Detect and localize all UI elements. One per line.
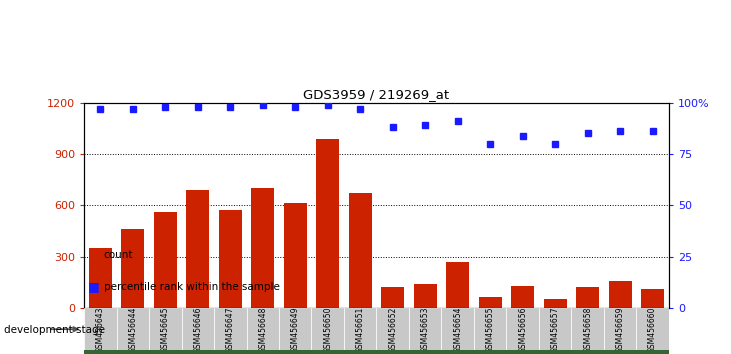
Bar (414, 284, 436, 308)
Text: GSM456650: GSM456650 (323, 307, 332, 353)
Bar (89, 248, 112, 308)
Bar (641, 289, 664, 308)
Text: GSM456645: GSM456645 (161, 307, 170, 353)
Bar (84, 308, 116, 352)
Bar (382, 287, 404, 308)
Bar (186, 190, 209, 308)
Text: GSM456656: GSM456656 (518, 307, 527, 353)
Bar (576, 287, 599, 308)
Bar (604, 308, 637, 352)
Bar (344, 308, 376, 352)
Bar (84, 350, 669, 354)
Text: GSM456651: GSM456651 (356, 307, 365, 353)
Text: GSM456647: GSM456647 (226, 307, 235, 353)
Bar (539, 308, 572, 352)
Text: GSM456649: GSM456649 (291, 307, 300, 353)
Bar (479, 297, 501, 308)
Bar (544, 299, 567, 308)
Bar (116, 308, 149, 352)
Text: GSM456660: GSM456660 (648, 307, 657, 353)
Text: GSM456643: GSM456643 (96, 307, 105, 353)
Text: ■: ■ (88, 280, 99, 293)
Text: GSM456658: GSM456658 (583, 307, 592, 353)
Text: GSM456652: GSM456652 (388, 307, 397, 353)
Bar (121, 229, 144, 308)
Text: count: count (104, 250, 133, 260)
Bar (154, 212, 177, 308)
Text: GSM456648: GSM456648 (258, 307, 268, 353)
Bar (572, 308, 604, 352)
Bar (609, 281, 632, 308)
Text: GSM456654: GSM456654 (453, 307, 462, 353)
Bar (409, 308, 442, 352)
Bar (149, 308, 181, 352)
Text: GSM456653: GSM456653 (421, 307, 430, 353)
Bar (181, 308, 214, 352)
Bar (474, 308, 507, 352)
Title: GDS3959 / 219269_at: GDS3959 / 219269_at (303, 88, 450, 102)
Bar (251, 188, 274, 308)
Bar (507, 308, 539, 352)
Bar (349, 193, 371, 308)
Bar (246, 308, 279, 352)
Bar (637, 308, 669, 352)
Text: development stage: development stage (4, 325, 105, 335)
Bar (214, 308, 246, 352)
Text: ■: ■ (88, 249, 99, 261)
Text: GSM456644: GSM456644 (129, 307, 137, 353)
Bar (442, 308, 474, 352)
Bar (447, 262, 469, 308)
Text: GSM456659: GSM456659 (616, 307, 624, 353)
Bar (219, 210, 242, 308)
Bar (317, 139, 339, 308)
Bar (376, 308, 409, 352)
Text: GSM456655: GSM456655 (485, 307, 495, 353)
Bar (279, 308, 311, 352)
Bar (284, 203, 306, 308)
Text: GSM456657: GSM456657 (550, 307, 560, 353)
Text: percentile rank within the sample: percentile rank within the sample (104, 282, 280, 292)
Text: GSM456646: GSM456646 (193, 307, 202, 353)
Bar (511, 286, 534, 308)
Bar (311, 308, 344, 352)
